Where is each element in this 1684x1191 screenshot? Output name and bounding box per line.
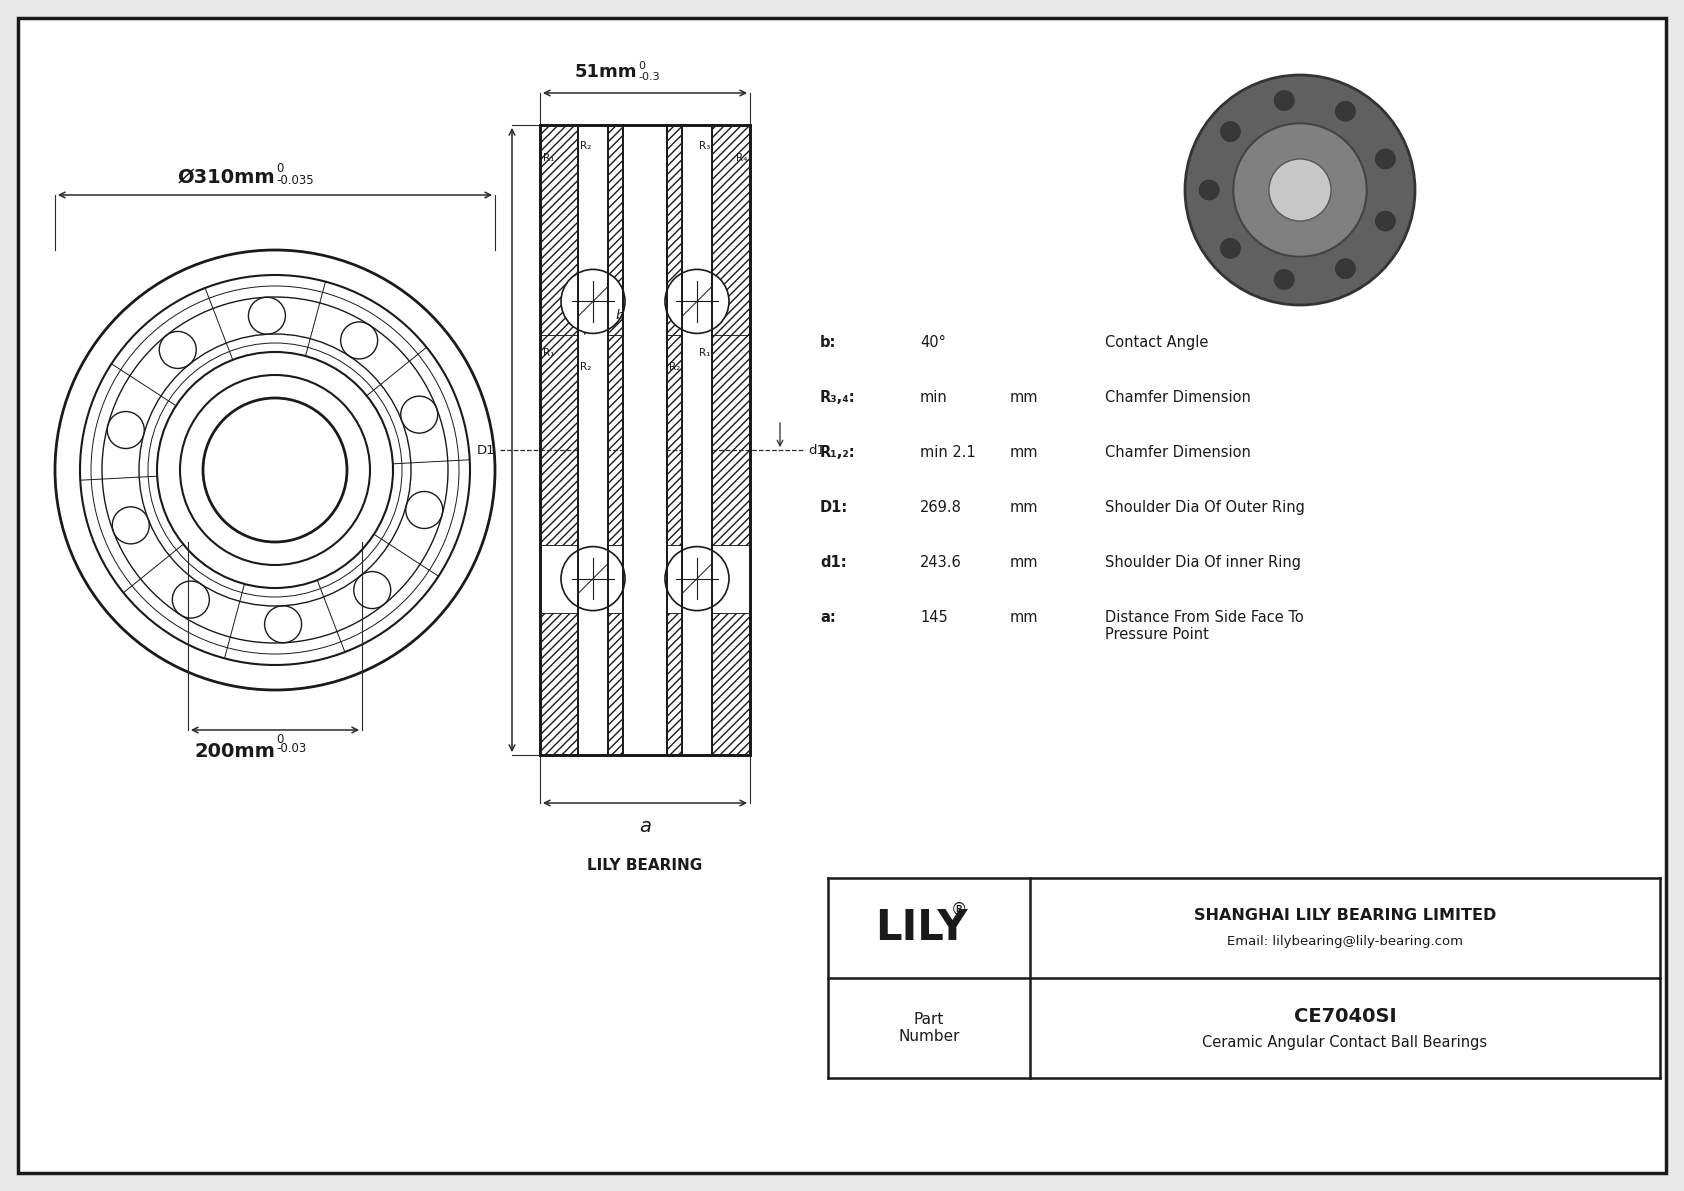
Text: R₂: R₂: [669, 362, 680, 373]
Text: min 2.1: min 2.1: [919, 445, 975, 460]
Bar: [608, 125, 623, 392]
Circle shape: [1233, 124, 1367, 257]
Text: mm: mm: [1010, 500, 1039, 515]
Bar: [541, 336, 578, 544]
Bar: [712, 612, 749, 755]
Text: SHANGHAI LILY BEARING LIMITED: SHANGHAI LILY BEARING LIMITED: [1194, 909, 1495, 923]
Text: a: a: [638, 817, 652, 836]
Text: LILY BEARING: LILY BEARING: [588, 858, 702, 873]
Text: R₃: R₃: [699, 141, 711, 151]
Text: LILY: LILY: [874, 908, 967, 949]
Bar: [682, 125, 712, 268]
Bar: [578, 612, 608, 755]
Text: R₁: R₁: [542, 349, 554, 358]
Text: ®: ®: [951, 902, 967, 919]
Circle shape: [1186, 75, 1415, 305]
Bar: [712, 125, 749, 392]
Bar: [682, 336, 712, 544]
Text: d1: d1: [808, 443, 825, 456]
Circle shape: [1376, 211, 1396, 231]
Bar: [667, 612, 682, 755]
Circle shape: [561, 547, 625, 611]
Circle shape: [1376, 149, 1396, 169]
Text: Email: lilybearing@lily-bearing.com: Email: lilybearing@lily-bearing.com: [1228, 935, 1463, 948]
Circle shape: [1275, 269, 1295, 289]
Text: -0.03: -0.03: [276, 742, 306, 755]
Text: Part
Number: Part Number: [898, 1012, 960, 1045]
Text: mm: mm: [1010, 555, 1039, 570]
Text: R₁: R₁: [699, 349, 711, 358]
Text: Shoulder Dia Of inner Ring: Shoulder Dia Of inner Ring: [1105, 555, 1302, 570]
Text: 269.8: 269.8: [919, 500, 962, 515]
Text: -0.3: -0.3: [638, 71, 660, 82]
Circle shape: [665, 547, 729, 611]
Text: -0.035: -0.035: [276, 174, 313, 187]
Text: 0: 0: [276, 732, 283, 746]
Bar: [541, 125, 578, 392]
Bar: [608, 336, 623, 544]
Bar: [712, 125, 749, 392]
Text: Distance From Side Face To
Pressure Point: Distance From Side Face To Pressure Poin…: [1105, 610, 1303, 642]
Circle shape: [1335, 101, 1356, 121]
Text: Contact Angle: Contact Angle: [1105, 335, 1209, 350]
Text: 0: 0: [638, 61, 645, 71]
Text: Chamfer Dimension: Chamfer Dimension: [1105, 445, 1251, 460]
Bar: [608, 612, 623, 755]
Text: b: b: [616, 310, 625, 323]
Text: b:: b:: [820, 335, 837, 350]
Bar: [682, 612, 712, 755]
Text: mm: mm: [1010, 610, 1039, 625]
Circle shape: [1199, 180, 1219, 200]
Text: R₃,₄:: R₃,₄:: [820, 389, 855, 405]
Circle shape: [1275, 91, 1295, 111]
Text: d1:: d1:: [820, 555, 847, 570]
Text: R₂: R₂: [579, 362, 591, 373]
Text: 243.6: 243.6: [919, 555, 962, 570]
Text: D1:: D1:: [820, 500, 849, 515]
Bar: [541, 612, 578, 755]
Text: R₂: R₂: [579, 141, 591, 151]
Text: R₄: R₄: [736, 152, 748, 163]
Bar: [578, 336, 608, 544]
Text: mm: mm: [1010, 445, 1039, 460]
Text: 145: 145: [919, 610, 948, 625]
Text: D1: D1: [477, 443, 495, 456]
Circle shape: [561, 269, 625, 333]
Circle shape: [1221, 121, 1241, 142]
Text: R₁,₂:: R₁,₂:: [820, 445, 855, 460]
Bar: [623, 125, 667, 755]
Bar: [578, 125, 608, 268]
Bar: [712, 612, 749, 755]
Bar: [608, 612, 623, 755]
Bar: [608, 336, 623, 544]
Circle shape: [665, 269, 729, 333]
Bar: [667, 336, 682, 544]
Bar: [667, 336, 682, 544]
Bar: [667, 125, 682, 392]
Text: 200mm: 200mm: [194, 742, 274, 761]
Text: Shoulder Dia Of Outer Ring: Shoulder Dia Of Outer Ring: [1105, 500, 1305, 515]
Bar: [608, 125, 623, 392]
Bar: [667, 612, 682, 755]
Text: Ø310mm: Ø310mm: [177, 168, 274, 187]
Bar: [541, 125, 578, 392]
Text: Ceramic Angular Contact Ball Bearings: Ceramic Angular Contact Ball Bearings: [1202, 1035, 1487, 1049]
Bar: [712, 336, 749, 544]
Text: mm: mm: [1010, 389, 1039, 405]
Text: 0: 0: [276, 162, 283, 175]
Text: min: min: [919, 389, 948, 405]
Bar: [541, 336, 578, 544]
Text: Chamfer Dimension: Chamfer Dimension: [1105, 389, 1251, 405]
Bar: [712, 336, 749, 544]
Text: R₁: R₁: [542, 152, 554, 163]
Circle shape: [1221, 238, 1241, 258]
Bar: [541, 612, 578, 755]
Text: a:: a:: [820, 610, 835, 625]
Text: 51mm: 51mm: [574, 63, 637, 81]
Circle shape: [1335, 258, 1356, 279]
Text: CE7040SI: CE7040SI: [1293, 1006, 1396, 1025]
Text: 40°: 40°: [919, 335, 946, 350]
Bar: [667, 125, 682, 392]
Circle shape: [1270, 158, 1330, 222]
